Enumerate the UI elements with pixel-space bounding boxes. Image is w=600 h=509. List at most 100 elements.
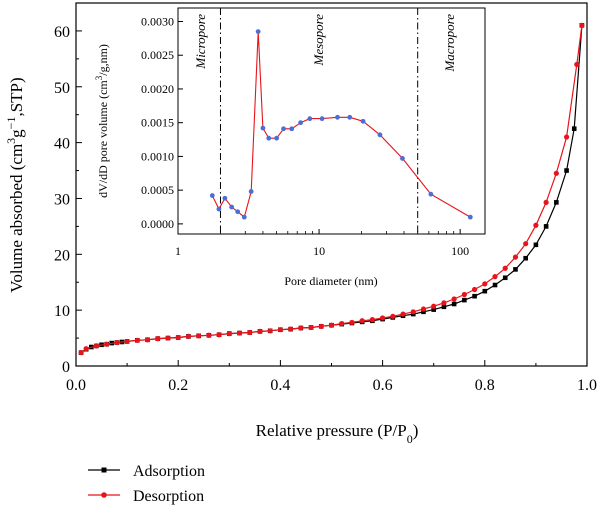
adsorption-point xyxy=(571,126,577,131)
desorption-point xyxy=(277,327,283,333)
desorption-point xyxy=(78,349,84,356)
desorption-point xyxy=(93,343,100,349)
adsorption-point xyxy=(441,304,447,310)
x-tick-label: 0.8 xyxy=(475,377,495,394)
desorption-point xyxy=(288,326,294,332)
adsorption-point xyxy=(533,242,539,248)
desorption-point xyxy=(563,134,570,140)
desorption-point xyxy=(349,319,355,326)
desorption-point xyxy=(144,337,151,343)
desorption-point xyxy=(226,331,232,337)
inset-y-tick-label: 0.0005 xyxy=(141,183,174,197)
x-axis-title: Relative pressure (P/P0) xyxy=(256,421,419,446)
inset-point xyxy=(274,135,280,141)
desorption-point xyxy=(533,222,539,228)
inset-point xyxy=(281,126,286,132)
micropore-label: Micropore xyxy=(193,14,208,70)
desorption-point xyxy=(553,170,559,176)
y-tick-label: 30 xyxy=(54,191,70,208)
main-axis-ticks: 0.0 0.2 0.4 0.6 0.8 1.0 0 10 20 30 40 50 60 xyxy=(54,2,597,394)
inset-point xyxy=(289,126,295,132)
inset-point xyxy=(467,214,473,220)
desorption-point xyxy=(451,296,457,302)
desorption-point xyxy=(318,323,324,329)
x-tick-label: 0.2 xyxy=(168,377,188,394)
inset-point xyxy=(235,209,241,215)
desorption-point xyxy=(543,199,549,205)
adsorption-point xyxy=(492,282,498,288)
inset-y-axis-title: dV/dD pore volume (cm3/g,nm) xyxy=(94,44,110,198)
desorption-point xyxy=(155,336,161,342)
inset-x-tick-label: 1 xyxy=(175,244,181,258)
inset-x-tick-label: 10 xyxy=(313,244,325,258)
inset-point xyxy=(222,195,228,201)
inset-point xyxy=(241,214,247,220)
inset-y-tick-label: 0.0010 xyxy=(141,149,174,163)
inset-y-tick-label: 0.0015 xyxy=(141,116,174,130)
y-tick-label: 40 xyxy=(54,136,70,153)
desorption-point xyxy=(574,61,580,68)
inset-point xyxy=(319,116,325,122)
adsorption-point xyxy=(543,224,549,229)
desorption-point xyxy=(134,337,140,343)
adsorption-point xyxy=(523,255,528,261)
inset-point xyxy=(360,118,366,124)
desorption-point xyxy=(512,254,519,260)
inset-point xyxy=(266,135,272,141)
desorption-point xyxy=(216,332,222,338)
main-series-layer xyxy=(78,22,585,356)
legend-desorption-label: Desorption xyxy=(133,488,204,505)
inset-point xyxy=(260,125,266,131)
inset-point xyxy=(255,29,261,35)
inset-series-layer xyxy=(209,29,473,220)
desorption-point xyxy=(298,325,304,331)
adsorption-point xyxy=(513,267,518,272)
inset-y-tick-label: 0.0025 xyxy=(141,48,174,62)
legend-adsorption: Adsorption xyxy=(88,463,205,480)
adsorption-point xyxy=(462,297,467,303)
y-tick-label: 20 xyxy=(54,247,70,264)
legend-adsorption-marker xyxy=(101,467,107,473)
inset-point xyxy=(428,191,434,197)
mesopore-label: Mesopore xyxy=(311,14,326,67)
legend: Adsorption Desorption xyxy=(88,463,205,505)
inset-x-axis-title: Pore diameter (nm) xyxy=(284,274,377,288)
inset-y-tick-label: 0.0030 xyxy=(141,14,174,28)
inset-point xyxy=(377,132,383,138)
desorption-point xyxy=(206,332,212,338)
desorption-point xyxy=(247,329,253,336)
desorption-point xyxy=(502,265,508,271)
desorption-point xyxy=(114,339,120,346)
inset-point xyxy=(229,204,235,210)
desorption-point xyxy=(257,328,263,334)
desorption-point xyxy=(461,291,467,298)
adsorption-point xyxy=(564,168,569,173)
desorption-point xyxy=(339,320,345,327)
inset-point xyxy=(248,189,254,194)
legend-adsorption-label: Adsorption xyxy=(133,463,205,480)
desorption-point xyxy=(471,286,478,293)
adsorption-point xyxy=(421,309,426,315)
desorption-point xyxy=(267,328,273,334)
desorption-point xyxy=(410,309,416,315)
inset-y-tick-label: 0.0000 xyxy=(141,217,174,231)
desorption-point xyxy=(441,300,447,306)
inset-point xyxy=(298,120,304,126)
legend-desorption-marker xyxy=(101,492,107,498)
desorption-point xyxy=(359,318,365,324)
desorption-point xyxy=(236,330,243,336)
inset-y-tick-label: 0.0020 xyxy=(141,82,174,96)
desorption-point xyxy=(124,338,130,345)
x-tick-label: 0.0 xyxy=(66,377,86,394)
desorption-point xyxy=(482,281,488,287)
inset-point xyxy=(347,114,353,120)
x-tick-label: 1.0 xyxy=(577,377,597,394)
desorption-point xyxy=(431,303,437,309)
inset-point xyxy=(307,116,313,122)
desorption-point xyxy=(175,334,181,341)
desorption-point xyxy=(400,311,406,317)
inset-axis-ticks: 1 10 100 0.0000 0.0005 0.0010 0.0015 0.0020 0.00… xyxy=(141,14,469,258)
legend-desorption: Desorption xyxy=(88,488,204,505)
inset-x-tick-label: 100 xyxy=(451,244,469,258)
inset-point xyxy=(209,193,215,198)
